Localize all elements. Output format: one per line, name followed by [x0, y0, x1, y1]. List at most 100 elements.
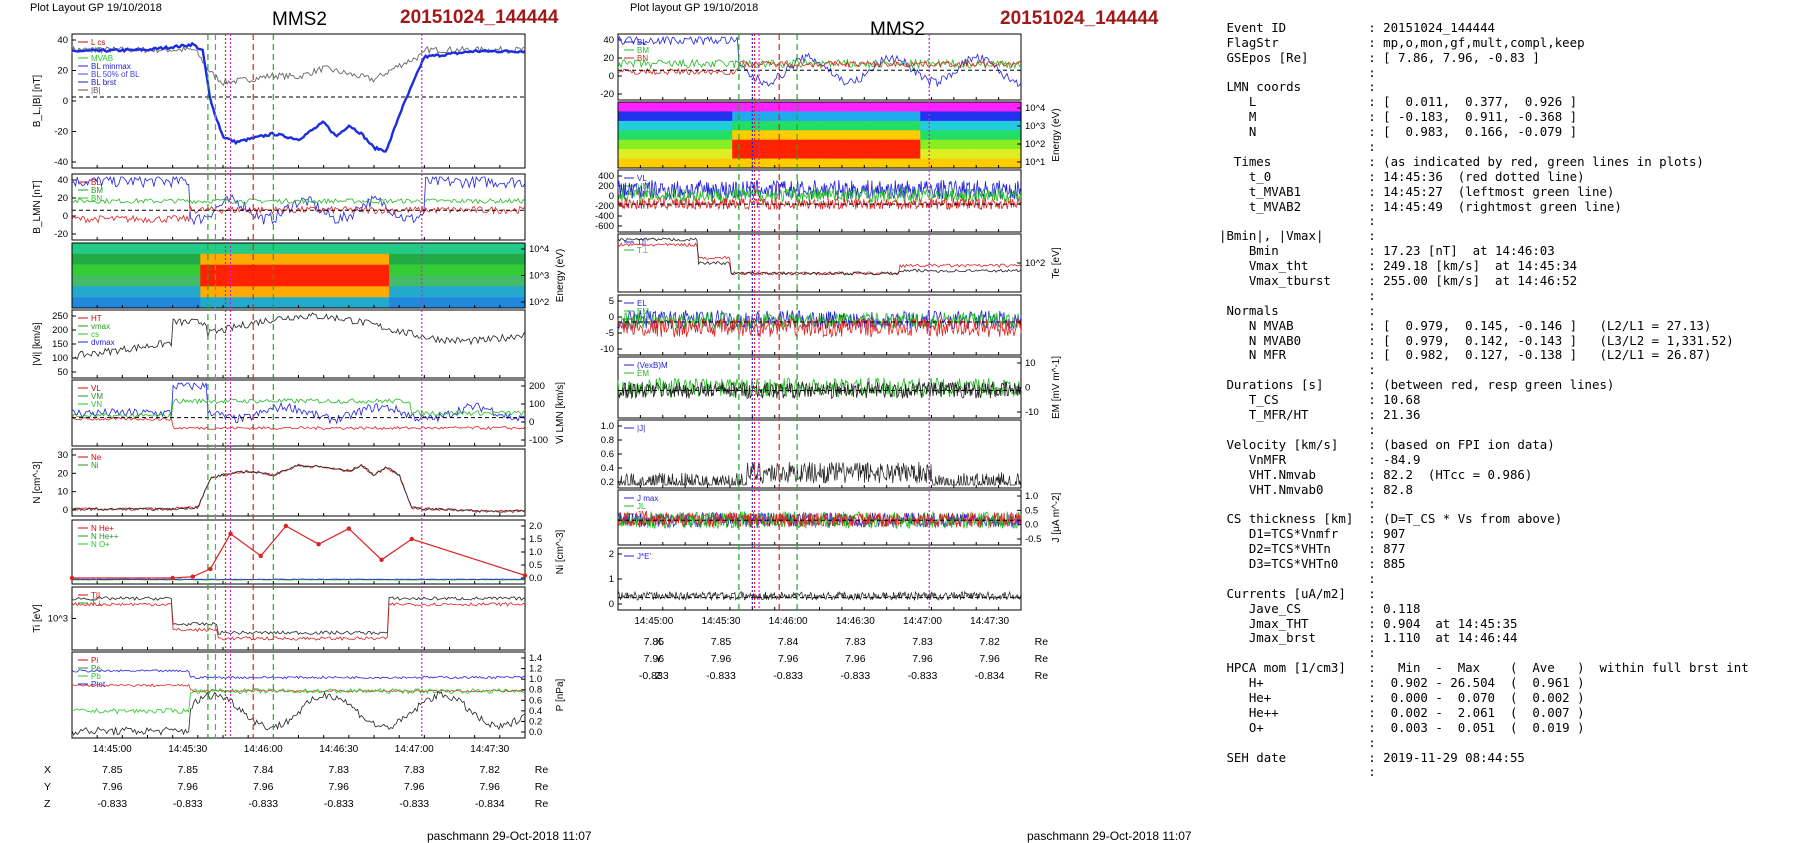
spectrogram-cell [678, 111, 686, 122]
spectrogram-cell [685, 158, 693, 169]
tick-label: 10 [57, 487, 68, 498]
spectrogram-cell [449, 253, 458, 265]
spectrogram-cell [698, 102, 706, 112]
spectrogram-cell [449, 286, 458, 298]
spectrogram-cell [765, 130, 774, 140]
spectrogram-cell [886, 130, 894, 140]
tick-label: 0.6 [529, 695, 542, 706]
metadata-row: Vmax_tht : 249.18 [km/s] at 14:45:34 [1219, 259, 1799, 274]
position-value: 7.96 [845, 653, 866, 665]
spectrogram-cell [449, 264, 458, 276]
spectrogram-cell [812, 139, 821, 150]
metadata-value: : [ 0.979, 0.142, -0.143 ] (L3/L2 = 1,33… [1368, 333, 1734, 348]
spectrogram-cell [321, 275, 330, 287]
spectrogram-cell [624, 102, 632, 112]
spectrogram-cell [953, 102, 962, 112]
spectrogram-cell [705, 102, 713, 112]
legend-entry: |J| [637, 424, 645, 433]
spectrogram-cell [987, 139, 995, 150]
spectrogram-cell [712, 158, 720, 169]
tick-label: 1.4 [529, 653, 542, 664]
tick-label: -200 [595, 201, 614, 212]
spectrogram-cell [72, 297, 81, 309]
spectrogram-cell [374, 297, 383, 309]
spectrogram-cell [772, 149, 780, 159]
spectrogram-cell [177, 286, 186, 298]
spectrogram-cell [290, 264, 300, 276]
position-value: 7.83 [404, 764, 425, 776]
spectrogram-cell [832, 120, 841, 131]
spectrogram-cell [712, 149, 720, 159]
spectrogram-cell [853, 120, 861, 131]
data-line [617, 196, 1022, 211]
metadata-key: Vmax_tht [1219, 259, 1369, 274]
spectrogram-cell [947, 130, 955, 140]
spectrogram-cell [343, 286, 352, 298]
position-unit: Re [535, 764, 549, 776]
spectrogram-cell [906, 139, 915, 150]
spectrogram-cell [906, 149, 915, 159]
spectrogram-cell [260, 243, 269, 255]
spectrogram-cell [631, 120, 639, 131]
spectrogram-cell [745, 120, 753, 131]
spectrogram-cell [792, 120, 800, 131]
data-line [71, 601, 526, 641]
spectrogram-cell [960, 120, 968, 131]
spectrogram-cell [980, 158, 988, 169]
spectrogram-cell [785, 102, 794, 112]
tick-label: 0 [609, 312, 614, 323]
spectrogram-cell [336, 264, 345, 276]
data-line [71, 205, 526, 224]
middle-plot-stack: 40200-20B_LMNBLBMBN10^410^310^210^1Energ… [595, 33, 1062, 682]
position-value: 7.85 [178, 764, 199, 776]
spectrogram-cell [389, 243, 398, 255]
spectrogram-cell [336, 286, 345, 298]
data-line [71, 669, 526, 680]
y-axis-label: Vi LMN [km/s] [555, 382, 566, 444]
spectrogram-cell [94, 264, 103, 276]
position-value: 7.96 [404, 781, 425, 793]
legend-entry: Pe [91, 664, 101, 673]
metadata-value: : 82.8 [1368, 482, 1413, 497]
spectrogram-cell [132, 297, 141, 309]
spectrogram-cell [974, 111, 982, 122]
metadata-key [1219, 214, 1368, 228]
spectrogram-cell [819, 111, 827, 122]
spectrogram-cell [457, 253, 466, 265]
spectrogram-cell [691, 102, 700, 112]
spectrogram-cell [147, 243, 156, 255]
metadata-key: Velocity [km/s] [1219, 437, 1369, 452]
spectrogram-cell [215, 264, 224, 276]
spectrogram-cell [658, 120, 666, 131]
spectrogram-cell [245, 264, 254, 276]
spectrogram-cell [72, 264, 81, 276]
spectrogram-cell [859, 158, 868, 169]
spectrogram-cell [464, 275, 473, 287]
spectrogram-cell [873, 149, 881, 159]
spectrogram-cell [651, 139, 659, 150]
spectrogram-cell [866, 158, 874, 169]
tick-label: 1.5 [529, 534, 542, 545]
spectrogram-cell [678, 120, 686, 131]
spectrogram-cell [79, 286, 88, 298]
spectrogram-cell [223, 275, 232, 287]
spectrogram-cell [343, 253, 352, 265]
tick-label: 0.0 [1025, 520, 1038, 531]
spectrogram-cell [967, 149, 975, 159]
metadata-value: : Min - Max ( Ave ) within full brst int [1368, 661, 1749, 676]
spectrogram-cell [419, 264, 428, 276]
legend-entry: J max [637, 494, 658, 503]
data-line [617, 242, 1022, 276]
tick-label: 10^2 [1025, 258, 1045, 269]
spectrogram-cell [426, 275, 436, 287]
spectrogram-cell [162, 243, 171, 255]
spectrogram-cell [396, 264, 405, 276]
tick-label: -5 [606, 328, 614, 339]
tick-label: -20 [54, 229, 68, 240]
tick-label: 0 [63, 96, 68, 107]
spectrogram-cell [691, 111, 700, 122]
spectrogram-cell [638, 158, 646, 169]
panel-frame [71, 586, 526, 651]
metadata-key: VHT.Nmvab [1219, 467, 1369, 482]
spectrogram-cell [933, 158, 941, 169]
